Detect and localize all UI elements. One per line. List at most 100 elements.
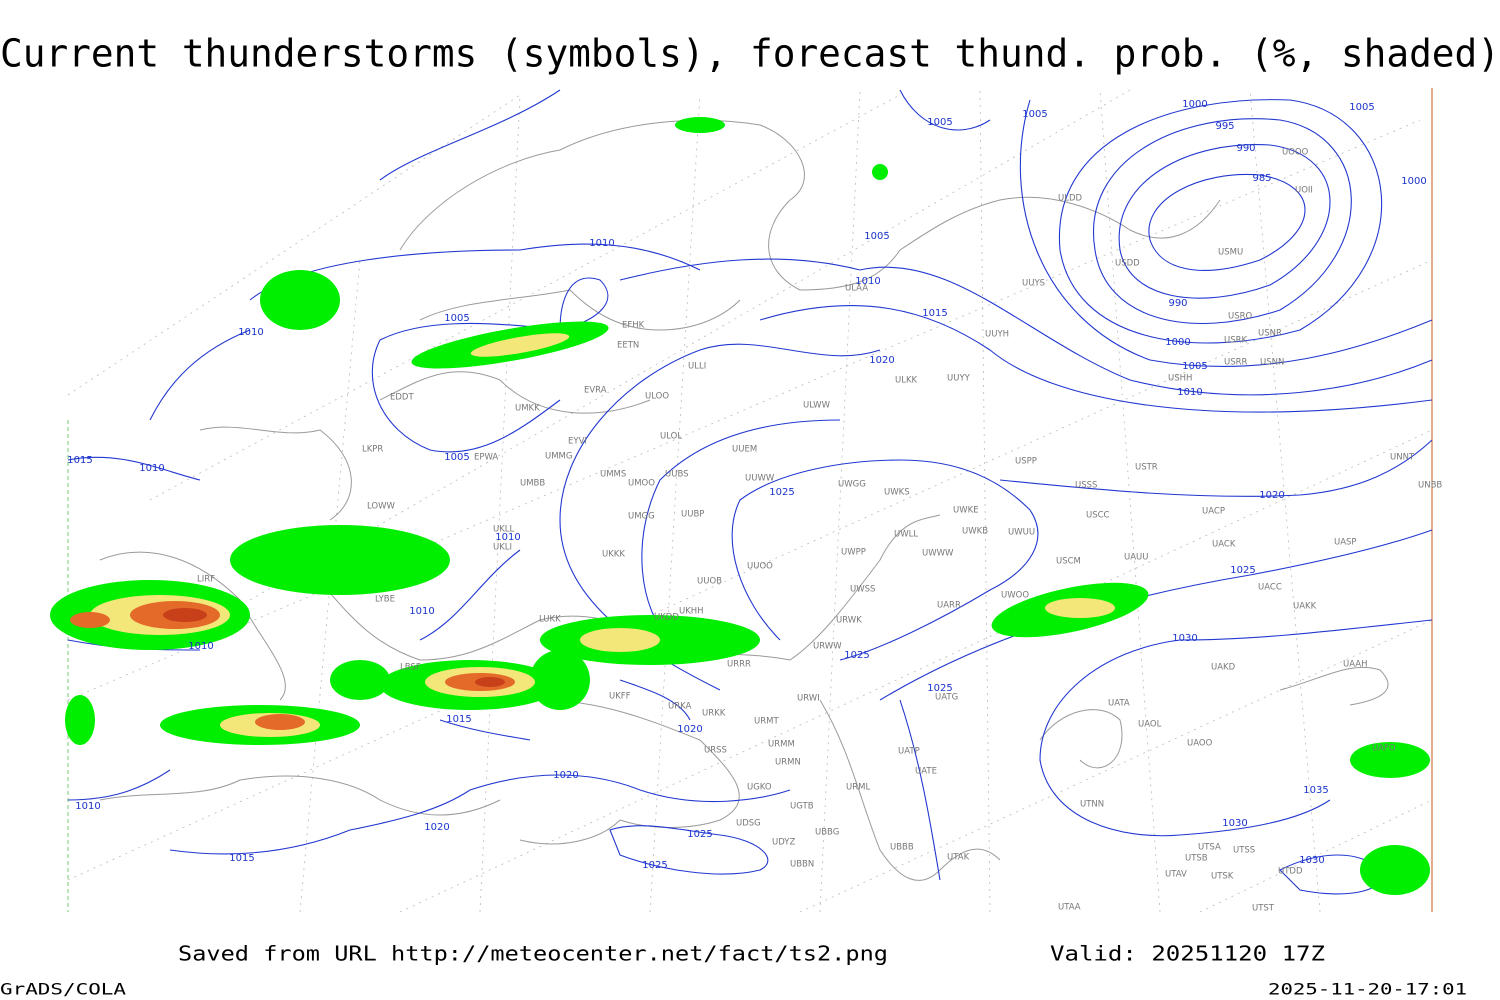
station-label: URML	[846, 783, 870, 793]
station-label: ULOO	[645, 392, 669, 402]
isobar-label: 1005	[1182, 361, 1207, 372]
station-label: UMMS	[600, 470, 626, 480]
station-label: UNBB	[1418, 481, 1442, 491]
isobar-label: 1020	[677, 724, 702, 735]
station-label: UWLL	[894, 530, 918, 540]
station-label: URKA	[668, 702, 692, 712]
station-label: UUEM	[732, 445, 757, 455]
station-label: UUBS	[665, 470, 689, 480]
station-label: UUBP	[681, 510, 704, 520]
station-label: UWPP	[841, 548, 866, 558]
isobar-label: 1005	[1349, 102, 1374, 113]
station-label: UUYY	[947, 374, 971, 384]
station-label: USRO	[1228, 312, 1253, 322]
isobar-label: 1005	[444, 452, 469, 463]
isobar-label: 1025	[927, 683, 952, 694]
isobar-label: 990	[1236, 143, 1255, 154]
station-label: UGKO	[747, 783, 772, 793]
station-label: UUWW	[745, 474, 775, 484]
station-label: USCM	[1056, 557, 1081, 567]
isobar-label: 1020	[1259, 490, 1284, 501]
station-label: UAUU	[1124, 553, 1148, 563]
station-label: USSS	[1075, 481, 1097, 491]
isobar-label: 1000	[1165, 337, 1190, 348]
station-label: UTST	[1252, 904, 1275, 914]
station-label: USRK	[1224, 336, 1248, 346]
station-label: UTAA	[1058, 903, 1081, 913]
isobar-label: 1010	[495, 532, 520, 543]
station-label: UKHH	[679, 607, 704, 617]
station-label: URSS	[704, 746, 727, 756]
station-label: UWSS	[850, 585, 875, 595]
isobar-label: 1005	[864, 231, 889, 242]
isobar-label: 1015	[446, 714, 471, 725]
isobar-label: 1030	[1172, 633, 1197, 644]
station-label: UWGG	[838, 480, 866, 490]
station-label: UACC	[1258, 583, 1282, 593]
station-label: ULWW	[803, 401, 831, 411]
station-label: UAKD	[1211, 663, 1236, 673]
graticule	[67, 89, 1433, 913]
station-label: URMM	[768, 740, 795, 750]
station-label: UATP	[898, 747, 920, 757]
isobar-label: 985	[1252, 173, 1271, 184]
isobar-label: 1010	[188, 641, 213, 652]
station-label: USCC	[1086, 511, 1110, 521]
station-label: EDDT	[390, 393, 414, 403]
station-label: LUKK	[539, 615, 561, 625]
station-label: USHH	[1168, 374, 1192, 384]
station-label: EETN	[617, 341, 639, 351]
station-label: UAAH	[1343, 660, 1367, 670]
isobar-label: 1005	[444, 313, 469, 324]
station-label: UWUU	[1008, 528, 1035, 538]
isobar-label: 1015	[922, 308, 947, 319]
station-label: UTNN	[1080, 800, 1104, 810]
station-label: UKLI	[493, 543, 512, 553]
station-label: UWKS	[884, 488, 910, 498]
isobar-label: 1030	[1299, 855, 1324, 866]
station-label: UACP	[1202, 507, 1225, 517]
map-frame	[67, 88, 1433, 912]
station-label: UATG	[935, 693, 958, 703]
station-label: LOWW	[367, 502, 396, 512]
station-label: USMU	[1218, 248, 1243, 258]
station-label: UATE	[915, 767, 937, 777]
station-label: UBBG	[815, 828, 839, 838]
station-label: UASP	[1334, 538, 1357, 548]
station-label: UTSB	[1185, 854, 1208, 864]
station-label: UOII	[1295, 186, 1313, 196]
station-label: USRR	[1224, 358, 1248, 368]
station-label: UMOO	[628, 479, 655, 489]
station-label: USPP	[1015, 457, 1037, 467]
isobar-label: 1020	[553, 770, 578, 781]
title: Current thunderstorms (symbols), forecas…	[0, 32, 1500, 76]
station-label: UBBN	[790, 860, 814, 870]
station-label: LKPR	[362, 445, 383, 455]
isobar-label: 1015	[67, 455, 92, 466]
coastlines	[99, 119, 1389, 881]
station-label: EYVI	[568, 437, 587, 447]
station-label: ULOL	[660, 432, 682, 442]
isobar-label: 1010	[855, 276, 880, 287]
station-label: UWKB	[962, 527, 988, 537]
isobar-label: 1025	[844, 650, 869, 661]
station-label: UWWW	[922, 549, 954, 559]
station-label: UTSS	[1233, 846, 1255, 856]
isobar-label: 1005	[1022, 109, 1047, 120]
station-label: USNN	[1260, 358, 1284, 368]
station-label: UTSA	[1198, 843, 1221, 853]
isobar-labels: 1005100510009959909851005100010051010101…	[67, 99, 1426, 871]
isobar-label: 1015	[229, 853, 254, 864]
station-label: URMT	[754, 717, 779, 727]
station-label: UARR	[937, 601, 961, 611]
station-label: USTR	[1135, 463, 1158, 473]
station-label: UDSG	[736, 819, 761, 829]
valid-time: Valid: 20251120 17Z	[1050, 942, 1325, 966]
source-url: Saved from URL http://meteocenter.net/fa…	[178, 942, 888, 966]
isobar-label: 1035	[1303, 785, 1328, 796]
station-label: ULDD	[1058, 194, 1083, 204]
isobar-label: 1025	[769, 487, 794, 498]
isobar-label: 1025	[1230, 565, 1255, 576]
station-label: LBSF	[400, 663, 421, 673]
